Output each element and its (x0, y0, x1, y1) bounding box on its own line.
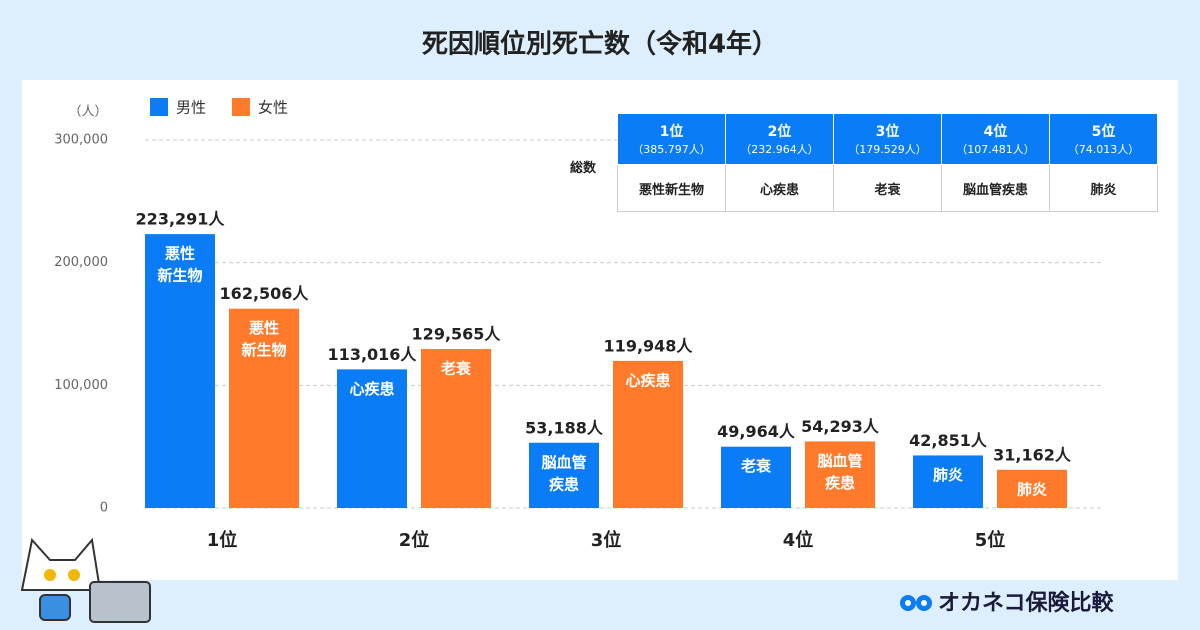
bar (337, 369, 407, 508)
x-tick-label: 1位 (207, 529, 238, 551)
table-header-cell: 3位 （179.529人） (833, 113, 942, 165)
table-rank: 3位 (875, 124, 900, 140)
x-tick-label: 3位 (591, 529, 622, 551)
bar-label: 新生物 (157, 267, 202, 285)
x-tick-label: 2位 (399, 529, 430, 551)
table-cause: 老衰 (833, 164, 942, 212)
bar (613, 360, 683, 508)
bar-label: 肺炎 (1017, 480, 1047, 498)
bar-label: 心疾患 (625, 371, 670, 389)
legend-swatch (232, 98, 250, 116)
value-label: 42,851人 (909, 431, 988, 450)
bar-label: 心疾患 (349, 380, 394, 398)
value-label: 31,162人 (993, 445, 1072, 464)
table-cause-row: 悪性新生物 心疾患 老衰 脳血管疾患 肺炎 (617, 164, 1158, 212)
table-header-cell: 5位 （74.013人） (1049, 113, 1158, 165)
y-tick-label: 300,000 (54, 133, 108, 148)
legend-swatch (150, 98, 168, 116)
bar-label: 肺炎 (933, 466, 963, 484)
y-tick-label: 100,000 (54, 378, 108, 393)
value-label: 223,291人 (136, 210, 226, 229)
bar (529, 442, 599, 508)
y-unit: （人） (68, 105, 107, 120)
table-rank: 4位 (983, 124, 1008, 140)
bar-label: 老衰 (740, 457, 772, 475)
x-tick-label: 4位 (783, 529, 814, 551)
table-rank: 5位 (1091, 124, 1116, 140)
table-header-cell: 1位 （385.797人） (617, 113, 726, 165)
table-total: （385.797人） (632, 143, 711, 156)
value-label: 119,948人 (604, 336, 694, 355)
table-cause: 悪性新生物 (617, 164, 726, 212)
bar-label: 脳血管 (817, 452, 862, 470)
bar (913, 455, 983, 508)
bar-label: 新生物 (241, 341, 286, 359)
table-total: （179.529人） (848, 143, 927, 156)
chart-title: 死因順位別死亡数（令和4年） (422, 29, 778, 60)
bar-label: 老衰 (440, 360, 472, 378)
mascot (20, 537, 151, 623)
logo: オカネコ保険比較 (900, 590, 1115, 616)
value-label: 49,964人 (717, 422, 796, 441)
table-row-label: 総数 (570, 161, 597, 176)
value-label: 54,293人 (801, 417, 880, 436)
table-cause: 肺炎 (1049, 164, 1158, 212)
bar-label: 疾患 (549, 475, 579, 493)
bar-label: 疾患 (825, 474, 855, 492)
table-rank: 1位 (659, 124, 684, 140)
summary-table: 1位 （385.797人） 2位 （232.964人） 3位 （179.529人） 4位 （1… (617, 113, 1158, 212)
y-tick-label: 0 (100, 501, 108, 516)
table-total: （74.013人） (1067, 143, 1140, 156)
bar (421, 349, 491, 508)
value-label: 113,016人 (328, 345, 418, 364)
legend-label: 女性 (258, 99, 288, 117)
bar (229, 308, 299, 508)
bar (721, 446, 791, 508)
value-label: 53,188人 (525, 418, 604, 437)
x-tick-label: 5位 (975, 529, 1006, 551)
bar-label: 悪性 (249, 319, 279, 337)
legend-label: 男性 (176, 99, 206, 117)
table-total: （232.964人） (740, 143, 819, 156)
table-header-cell: 4位 （107.481人） (941, 113, 1050, 165)
bar-label: 悪性 (165, 245, 195, 263)
bar-label: 脳血管 (541, 453, 586, 471)
table-cause: 心疾患 (725, 164, 834, 212)
bar (145, 234, 215, 508)
table-rank: 2位 (767, 124, 792, 140)
value-label: 129,565人 (412, 325, 502, 344)
table-total: （107.481人） (956, 143, 1035, 156)
y-tick-label: 200,000 (54, 255, 108, 270)
table-header-cell: 2位 （232.964人） (725, 113, 834, 165)
brand: オカネコ保険比較 (938, 590, 1115, 616)
bar (997, 469, 1067, 508)
table-cause: 脳血管疾患 (941, 164, 1050, 212)
bar (805, 441, 875, 508)
value-label: 162,506人 (220, 284, 310, 303)
table-header-row: 1位 （385.797人） 2位 （232.964人） 3位 （179.529人） 4位 （1… (617, 113, 1158, 165)
